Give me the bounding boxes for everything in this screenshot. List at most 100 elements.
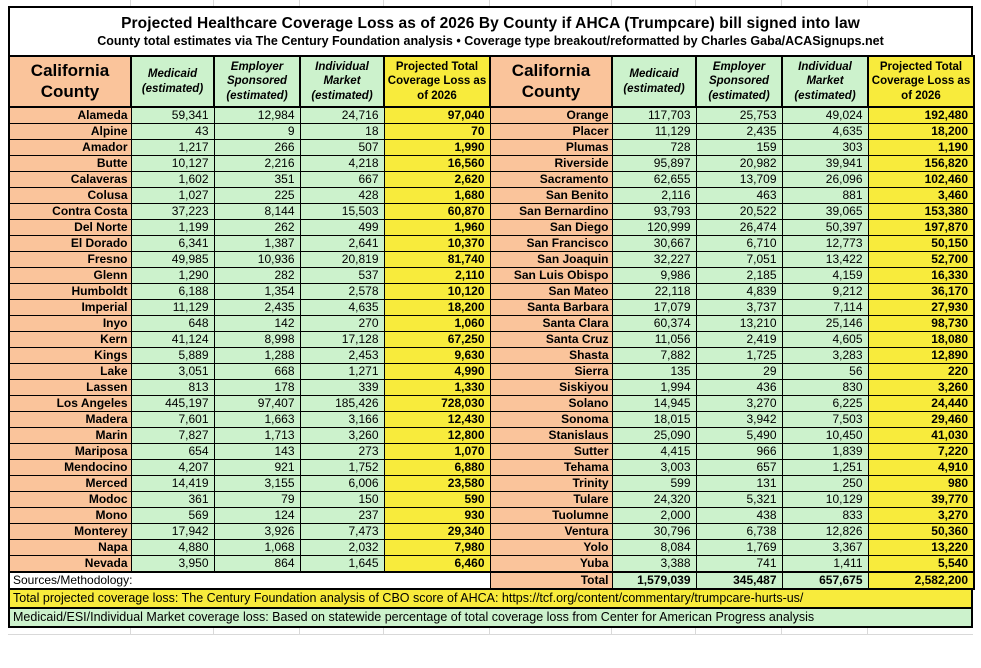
employer-cell: 1,769: [695, 539, 783, 556]
employer-cell: 9: [213, 123, 301, 140]
individual-cell: 24,716: [299, 106, 385, 124]
employer-cell: 966: [695, 443, 783, 460]
county-cell: Lassen: [8, 379, 132, 396]
employer-cell: 864: [213, 555, 301, 573]
individual-cell: 12,826: [781, 523, 869, 540]
employer-cell: 20,982: [695, 155, 783, 172]
individual-cell: 7,503: [781, 411, 869, 428]
employer-cell: 741: [695, 555, 783, 573]
individual-cell: 26,096: [781, 171, 869, 188]
individual-cell: 7,473: [299, 523, 385, 540]
employer-cell: 159: [695, 139, 783, 156]
county-cell: Santa Cruz: [489, 331, 613, 348]
county-cell: Ventura: [489, 523, 613, 540]
individual-cell: 150: [299, 491, 385, 508]
total-cell: 197,870: [867, 219, 975, 236]
medicaid-cell: 6,341: [130, 235, 215, 252]
table-row: Alpine 43 9 18 70 Placer 11,129 2,435 4,635 18,20…: [8, 123, 975, 140]
individual-cell: 428: [299, 187, 385, 204]
medicaid-cell: 93,793: [611, 203, 697, 220]
total-cell: 70: [383, 123, 491, 140]
table-row: Glenn 1,290 282 537 2,110 San Luis Obispo 9,98…: [8, 267, 975, 284]
medicaid-cell: 8,084: [611, 539, 697, 556]
table-row: Del Norte 1,199 262 499 1,960 San Diego 120,99…: [8, 219, 975, 236]
medicaid-cell: 11,129: [130, 299, 215, 316]
table-row: Humboldt 6,188 1,354 2,578 10,120 San Mateo 22…: [8, 283, 975, 300]
medicaid-cell: 135: [611, 363, 697, 380]
employer-cell: 6,738: [695, 523, 783, 540]
total-medicaid-value: 1,579,039: [611, 571, 697, 590]
county-cell: Tuolumne: [489, 507, 613, 524]
county-cell: Yolo: [489, 539, 613, 556]
county-cell: Del Norte: [8, 219, 132, 236]
county-cell: Tulare: [489, 491, 613, 508]
medicaid-cell: 3,051: [130, 363, 215, 380]
individual-cell: 9,212: [781, 283, 869, 300]
county-cell: San Luis Obispo: [489, 267, 613, 284]
medicaid-cell: 3,388: [611, 555, 697, 573]
total-cell: 52,700: [867, 251, 975, 268]
employer-cell: 1,725: [695, 347, 783, 364]
medicaid-cell: 37,223: [130, 203, 215, 220]
title-block: Projected Healthcare Coverage Loss as of…: [8, 6, 973, 57]
medicaid-cell: 7,827: [130, 427, 215, 444]
medicaid-cell: 813: [130, 379, 215, 396]
medicaid-cell: 569: [130, 507, 215, 524]
county-cell: Sacramento: [489, 171, 613, 188]
employer-cell: 8,998: [213, 331, 301, 348]
medicaid-cell: 41,124: [130, 331, 215, 348]
employer-cell: 124: [213, 507, 301, 524]
employer-cell: 7,051: [695, 251, 783, 268]
employer-cell: 3,942: [695, 411, 783, 428]
employer-cell: 1,354: [213, 283, 301, 300]
medicaid-cell: 11,129: [611, 123, 697, 140]
medicaid-cell: 95,897: [611, 155, 697, 172]
individual-cell: 17,128: [299, 331, 385, 348]
medicaid-cell: 4,207: [130, 459, 215, 476]
total-cell: 3,260: [867, 379, 975, 396]
employer-cell: 3,737: [695, 299, 783, 316]
individual-cell: 881: [781, 187, 869, 204]
footnote-breakout-methodology: Medicaid/ESI/Individual Market coverage …: [8, 607, 973, 628]
medicaid-cell: 14,945: [611, 395, 697, 412]
county-cell: Riverside: [489, 155, 613, 172]
individual-cell: 56: [781, 363, 869, 380]
individual-cell: 273: [299, 443, 385, 460]
table-row: Monterey 17,942 3,926 7,473 29,340 Ventura 30,…: [8, 523, 975, 540]
employer-cell: 3,270: [695, 395, 783, 412]
medicaid-cell: 59,341: [130, 106, 215, 124]
individual-cell: 1,839: [781, 443, 869, 460]
table-row: Fresno 49,985 10,936 20,819 81,740 San Joaqui…: [8, 251, 975, 268]
county-cell: San Joaquin: [489, 251, 613, 268]
medicaid-cell: 49,985: [130, 251, 215, 268]
page-title: Projected Healthcare Coverage Loss as of…: [121, 15, 860, 32]
table-row: Marin 7,827 1,713 3,260 12,800 Stanislaus 25,0…: [8, 427, 975, 444]
total-cell: 4,990: [383, 363, 491, 380]
employer-cell: 6,710: [695, 235, 783, 252]
medicaid-cell: 17,079: [611, 299, 697, 316]
header-county-left: California County: [8, 55, 132, 108]
county-cell: El Dorado: [8, 235, 132, 252]
employer-cell: 142: [213, 315, 301, 332]
county-cell: Mono: [8, 507, 132, 524]
employer-cell: 26,474: [695, 219, 783, 236]
individual-cell: 507: [299, 139, 385, 156]
county-cell: San Diego: [489, 219, 613, 236]
county-cell: Marin: [8, 427, 132, 444]
table-row: Modoc 361 79 150 590 Tulare 24,320 5,321 10,129 3…: [8, 491, 975, 508]
medicaid-cell: 43: [130, 123, 215, 140]
county-table-body: Alameda 59,341 12,984 24,716 97,040 Orange 117…: [8, 106, 975, 573]
medicaid-cell: 3,950: [130, 555, 215, 573]
total-cell: 9,630: [383, 347, 491, 364]
employer-cell: 225: [213, 187, 301, 204]
medicaid-cell: 4,880: [130, 539, 215, 556]
county-cell: Mendocino: [8, 459, 132, 476]
county-cell: Imperial: [8, 299, 132, 316]
employer-cell: 10,936: [213, 251, 301, 268]
employer-cell: 438: [695, 507, 783, 524]
county-cell: Sierra: [489, 363, 613, 380]
total-cell: 7,980: [383, 539, 491, 556]
total-cell: 930: [383, 507, 491, 524]
medicaid-cell: 30,796: [611, 523, 697, 540]
medicaid-cell: 1,199: [130, 219, 215, 236]
